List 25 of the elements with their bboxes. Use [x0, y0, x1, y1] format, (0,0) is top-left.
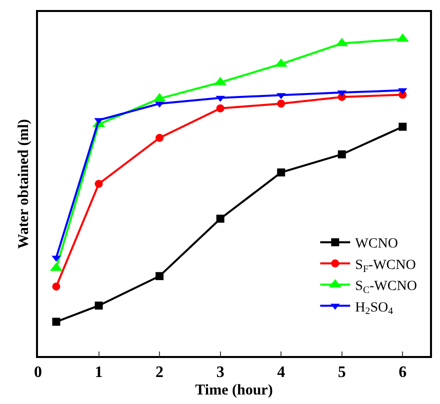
point	[216, 104, 224, 112]
x-tick-label: 4	[277, 364, 286, 381]
point	[338, 150, 346, 158]
point	[52, 282, 60, 291]
legend-label: S$_{C}$-WCNO	[355, 279, 417, 296]
legend-label: S$_{F}$-WCNO	[355, 258, 416, 275]
x-tick-label: 0	[34, 364, 42, 381]
point	[216, 214, 224, 223]
point	[277, 100, 286, 108]
x-tick-label: 1	[94, 364, 103, 381]
legend-label: H$_{2}$SO$_{4}$	[355, 300, 394, 318]
x-tick-label: 2	[156, 364, 164, 381]
point	[94, 180, 103, 188]
point	[52, 318, 60, 326]
point	[156, 272, 164, 280]
point	[277, 168, 286, 176]
point	[156, 134, 164, 142]
point	[398, 122, 407, 131]
legend-label: WCNO	[355, 236, 398, 252]
y-axis-title: Water obtained (ml)	[16, 119, 32, 249]
point	[94, 302, 103, 310]
x-tick-label: 5	[338, 364, 346, 381]
x-tick-label: 3	[216, 364, 224, 381]
x-tick-label: 6	[398, 364, 407, 381]
x-axis-title: Time (hour)	[195, 382, 273, 398]
